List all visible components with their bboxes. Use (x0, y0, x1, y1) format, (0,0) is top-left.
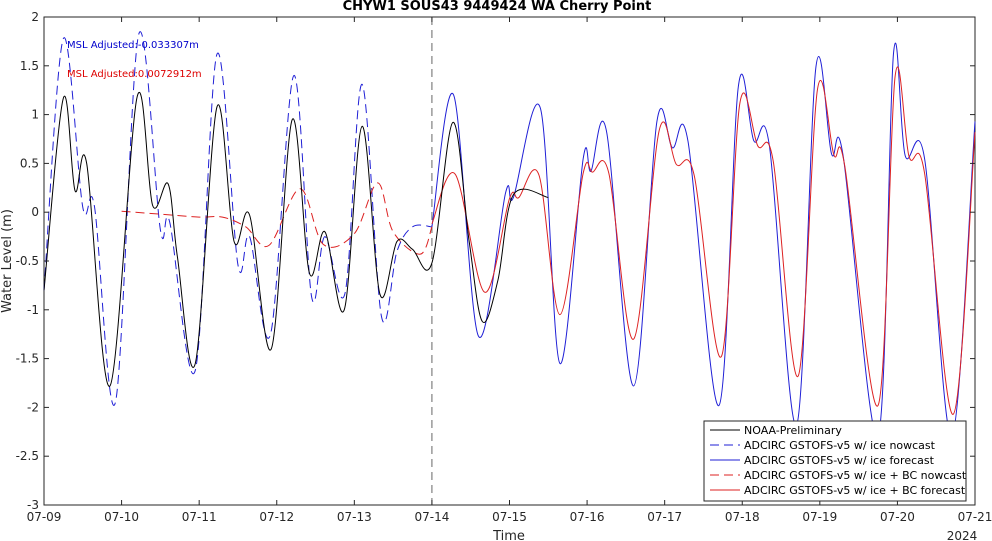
y-tick-label: -1 (27, 303, 39, 317)
legend-entry: ADCIRC GSTOFS-v5 w/ ice nowcast (744, 439, 936, 452)
legend: NOAA-Preliminary ADCIRC GSTOFS-v5 w/ ice … (703, 420, 967, 502)
series-line-1 (43, 31, 432, 406)
x-tick-label: 07-10 (104, 510, 139, 524)
x-axis: 07-09 07-10 07-11 07-12 07-13 07-14 07-15 07-16… (27, 17, 992, 524)
series-line-0 (43, 92, 549, 387)
chart-title: CHYW1 SOUS43 9449424 WA Cherry Point (343, 0, 652, 14)
x-tick-label: 07-20 (880, 510, 915, 524)
y-tick-label: -3 (27, 498, 39, 512)
y-tick-label: 1.5 (20, 59, 39, 73)
y-tick-label: 0.5 (20, 156, 39, 170)
y-tick-label: -1.5 (16, 352, 39, 366)
y-tick-label: -2 (27, 400, 39, 414)
y-tick-label: 0 (31, 205, 39, 219)
msl-annotations: MSL Adjusted:-0.033307m MSL Adjusted:0.00… (67, 40, 202, 80)
x-year-label: 2024 (947, 529, 978, 541)
y-axis: -3 -2.5 -2 -1.5 -1 -0.5 0 0.5 1 1.5 2 (16, 10, 975, 512)
x-tick-label: 07-14 (414, 510, 449, 524)
series-line-2 (431, 42, 976, 438)
y-tick-label: -2.5 (16, 449, 39, 463)
series-line-4 (431, 66, 976, 415)
x-tick-label: 07-12 (259, 510, 294, 524)
legend-box (703, 420, 967, 502)
legend-entry: ADCIRC GSTOFS-v5 w/ ice forecast (744, 454, 935, 467)
msl-annotation: MSL Adjusted:0.0072912m (67, 69, 202, 80)
legend-entry: ADCIRC GSTOFS-v5 w/ ice + BC nowcast (744, 469, 967, 482)
x-axis-title: Time (492, 529, 525, 541)
x-tick-label: 07-11 (182, 510, 217, 524)
y-tick-label: 1 (31, 108, 39, 122)
x-tick-label: 07-17 (647, 510, 682, 524)
msl-annotation: MSL Adjusted:-0.033307m (67, 40, 199, 51)
x-tick-label: 07-15 (492, 510, 527, 524)
x-tick-label: 07-21 (958, 510, 992, 524)
x-tick-label: 07-16 (570, 510, 605, 524)
series-line-3 (121, 182, 433, 255)
series-layer (43, 31, 976, 438)
x-tick-label: 07-13 (337, 510, 372, 524)
y-tick-label: -0.5 (16, 254, 39, 268)
y-tick-label: 2 (31, 10, 39, 24)
y-axis-title: Water Level (m) (0, 209, 15, 313)
x-tick-label: 07-18 (725, 510, 760, 524)
x-tick-label: 07-19 (802, 510, 837, 524)
x-tick-label: 07-09 (27, 510, 62, 524)
legend-entry: ADCIRC GSTOFS-v5 w/ ice + BC forecast (744, 484, 966, 497)
legend-entry: NOAA-Preliminary (744, 424, 842, 437)
